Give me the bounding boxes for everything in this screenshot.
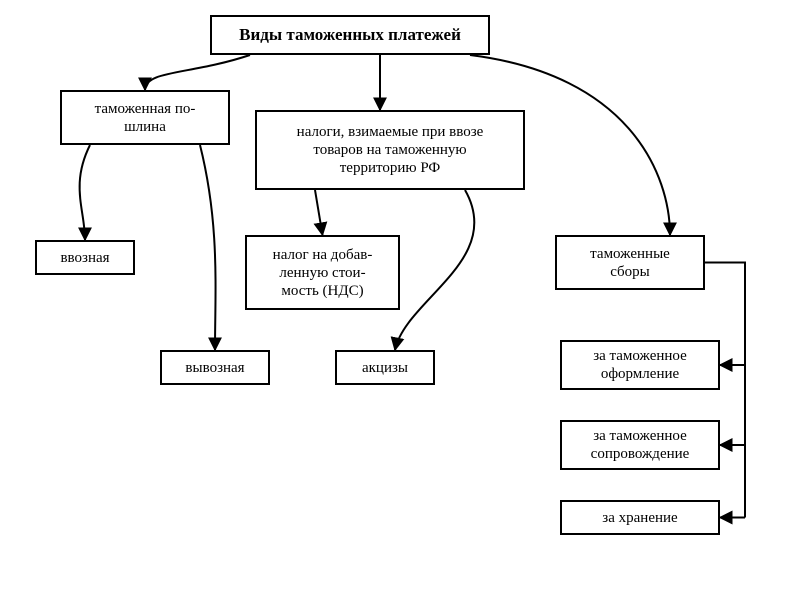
node-taxes: налоги, взимаемые при ввозе товаров на т…	[255, 110, 525, 190]
node-duty: таможенная по- шлина	[60, 90, 230, 145]
edge-root-duty	[145, 55, 250, 90]
node-fee2: за таможенное сопровождение	[560, 420, 720, 470]
node-fee1: за таможенное оформление	[560, 340, 720, 390]
node-excise: акцизы	[335, 350, 435, 385]
edge-duty-export	[200, 145, 216, 350]
node-excise-label: акцизы	[362, 359, 408, 377]
node-fees: таможенные сборы	[555, 235, 705, 290]
node-duty-label: таможенная по- шлина	[95, 100, 196, 136]
node-vat-label: налог на добав- ленную стои- мость (НДС)	[273, 246, 373, 300]
node-export: вывозная	[160, 350, 270, 385]
node-import: ввозная	[35, 240, 135, 275]
node-import-label: ввозная	[60, 249, 109, 267]
node-fee2-label: за таможенное сопровождение	[591, 427, 690, 463]
node-export-label: вывозная	[185, 359, 244, 377]
node-fee3: за хранение	[560, 500, 720, 535]
node-fees-label: таможенные сборы	[590, 245, 670, 281]
node-fee1-label: за таможенное оформление	[593, 347, 687, 383]
node-root-label: Виды таможенных платежей	[239, 25, 461, 45]
node-fee3-label: за хранение	[602, 509, 677, 527]
edge-taxes-excise	[395, 190, 474, 350]
edge-duty-import	[80, 145, 90, 240]
node-root: Виды таможенных платежей	[210, 15, 490, 55]
node-vat: налог на добав- ленную стои- мость (НДС)	[245, 235, 400, 310]
node-taxes-label: налоги, взимаемые при ввозе товаров на т…	[297, 123, 484, 177]
edge-taxes-vat	[315, 190, 323, 235]
edge-fees-bus	[705, 263, 745, 518]
